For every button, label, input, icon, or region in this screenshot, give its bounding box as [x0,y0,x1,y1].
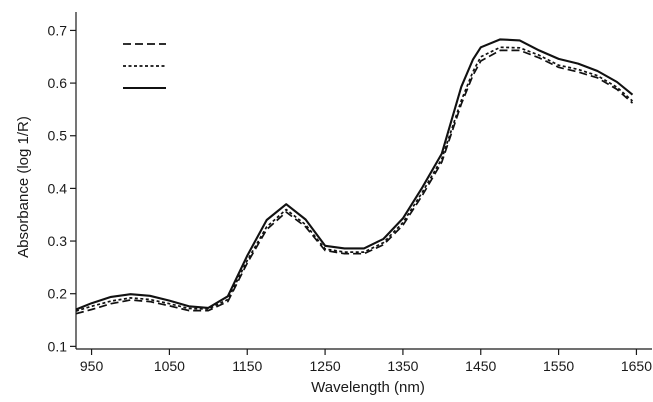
axes [75,12,652,350]
x-tick-label-1550: 1550 [543,358,574,374]
series-line-solid [75,38,634,311]
y-tick-label-0.6: 0.6 [48,75,68,91]
x-tick-label-1350: 1350 [387,358,418,374]
x-tick-label-1250: 1250 [310,358,341,374]
y-tick-label-0.7: 0.7 [48,22,68,38]
x-tick-label-950: 950 [80,358,104,374]
x-tick-label-1450: 1450 [465,358,496,374]
y-axis-title: Absorbance (log 1/R) [15,116,32,258]
y-tick-label-0.2: 0.2 [48,286,68,302]
x-tick-label-1650: 1650 [621,358,652,374]
y-tick-label-0.4: 0.4 [48,180,68,196]
series-line-dashed [75,49,634,315]
series-line-dotted [75,46,634,312]
legend [123,43,166,90]
x-tick-label-1050: 1050 [154,358,185,374]
x-tick-label-1150: 1150 [232,358,262,374]
x-axis-title: Wavelength (nm) [311,379,425,396]
axis-ticks: 950 1050 1150 1250 1350 1450 1550 1650 0.1 0.2 0.3… [48,22,653,374]
y-tick-label-0.1: 0.1 [48,338,68,354]
y-tick-label-0.3: 0.3 [48,233,68,249]
y-tick-label-0.5: 0.5 [48,128,68,144]
plot-area [75,38,634,315]
